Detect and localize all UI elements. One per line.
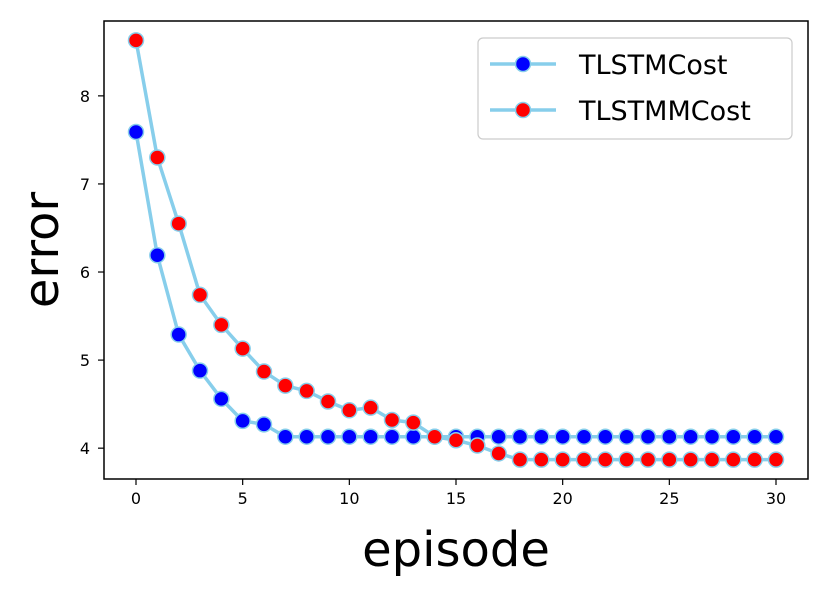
data-point xyxy=(149,149,166,166)
legend-marker xyxy=(514,55,532,73)
data-point xyxy=(127,32,145,49)
data-point xyxy=(170,215,187,232)
data-point xyxy=(362,428,379,445)
x-tick-label: 20 xyxy=(552,489,572,508)
data-point xyxy=(661,428,678,445)
data-point xyxy=(703,451,721,468)
data-point xyxy=(298,428,315,445)
y-tick-label: 8 xyxy=(80,87,90,106)
data-point xyxy=(319,393,337,410)
data-point xyxy=(767,451,785,468)
data-point xyxy=(149,247,166,264)
data-point xyxy=(234,412,251,430)
legend: TLSTMCost TLSTMMCost xyxy=(477,37,793,140)
data-point xyxy=(405,428,422,445)
data-point xyxy=(661,451,678,468)
data-point xyxy=(618,428,635,445)
data-point xyxy=(682,428,699,445)
data-point xyxy=(277,428,294,445)
data-point xyxy=(639,451,657,468)
data-point xyxy=(447,431,465,449)
data-point xyxy=(170,326,187,343)
data-point xyxy=(597,451,614,468)
data-point xyxy=(554,451,571,468)
legend-label: TLSTMMCost xyxy=(578,96,751,127)
data-point xyxy=(703,428,721,445)
data-point xyxy=(277,377,294,394)
data-point xyxy=(725,451,742,468)
data-point xyxy=(191,362,209,379)
data-point xyxy=(746,428,763,445)
data-point xyxy=(127,123,145,141)
x-axis-label: episode xyxy=(362,522,550,578)
data-point xyxy=(341,402,358,419)
data-point xyxy=(319,428,337,445)
data-point xyxy=(511,451,529,468)
series-TLSTMCost xyxy=(127,123,785,445)
data-point xyxy=(298,382,315,400)
y-tick-label: 4 xyxy=(80,439,90,458)
data-point xyxy=(255,363,273,380)
y-tick-label: 5 xyxy=(80,351,90,370)
data-point xyxy=(490,428,507,445)
data-point xyxy=(362,399,379,416)
x-axis: 0 5 10 15 20 25 30 xyxy=(131,479,786,508)
legend-box xyxy=(477,37,793,140)
y-tick-label: 7 xyxy=(80,175,90,194)
data-point xyxy=(575,451,593,468)
data-point xyxy=(682,451,699,468)
data-point xyxy=(341,428,358,445)
legend-label: TLSTMCost xyxy=(578,50,728,81)
data-point xyxy=(405,414,422,431)
data-point xyxy=(746,451,763,468)
y-axis-label: error xyxy=(14,192,70,308)
data-point xyxy=(469,437,486,454)
x-tick-label: 0 xyxy=(131,489,141,508)
data-point xyxy=(383,411,401,429)
y-tick-label: 6 xyxy=(80,263,90,282)
data-point xyxy=(639,428,657,445)
data-point xyxy=(533,451,550,468)
data-point xyxy=(383,428,401,445)
data-point xyxy=(191,286,209,304)
y-axis: 4 5 6 7 8 xyxy=(80,87,104,458)
series-TLSTMMCost xyxy=(127,32,785,468)
data-point xyxy=(255,416,273,433)
data-point xyxy=(213,390,230,408)
x-tick-label: 25 xyxy=(659,489,679,508)
legend-marker xyxy=(514,101,532,119)
data-point xyxy=(533,428,550,445)
data-point xyxy=(725,428,742,445)
series-layer xyxy=(127,32,785,468)
data-point xyxy=(511,428,529,445)
data-point xyxy=(597,428,614,445)
data-point xyxy=(767,428,785,445)
series-line xyxy=(134,131,776,439)
x-tick-label: 15 xyxy=(446,489,466,508)
x-tick-label: 5 xyxy=(238,489,248,508)
data-point xyxy=(213,316,230,334)
x-tick-label: 10 xyxy=(339,489,359,508)
data-point xyxy=(575,428,593,445)
data-point xyxy=(554,428,571,445)
data-point xyxy=(490,445,507,462)
data-point xyxy=(426,428,443,445)
data-point xyxy=(234,340,251,357)
data-point xyxy=(618,451,635,468)
x-tick-label: 30 xyxy=(766,489,786,508)
